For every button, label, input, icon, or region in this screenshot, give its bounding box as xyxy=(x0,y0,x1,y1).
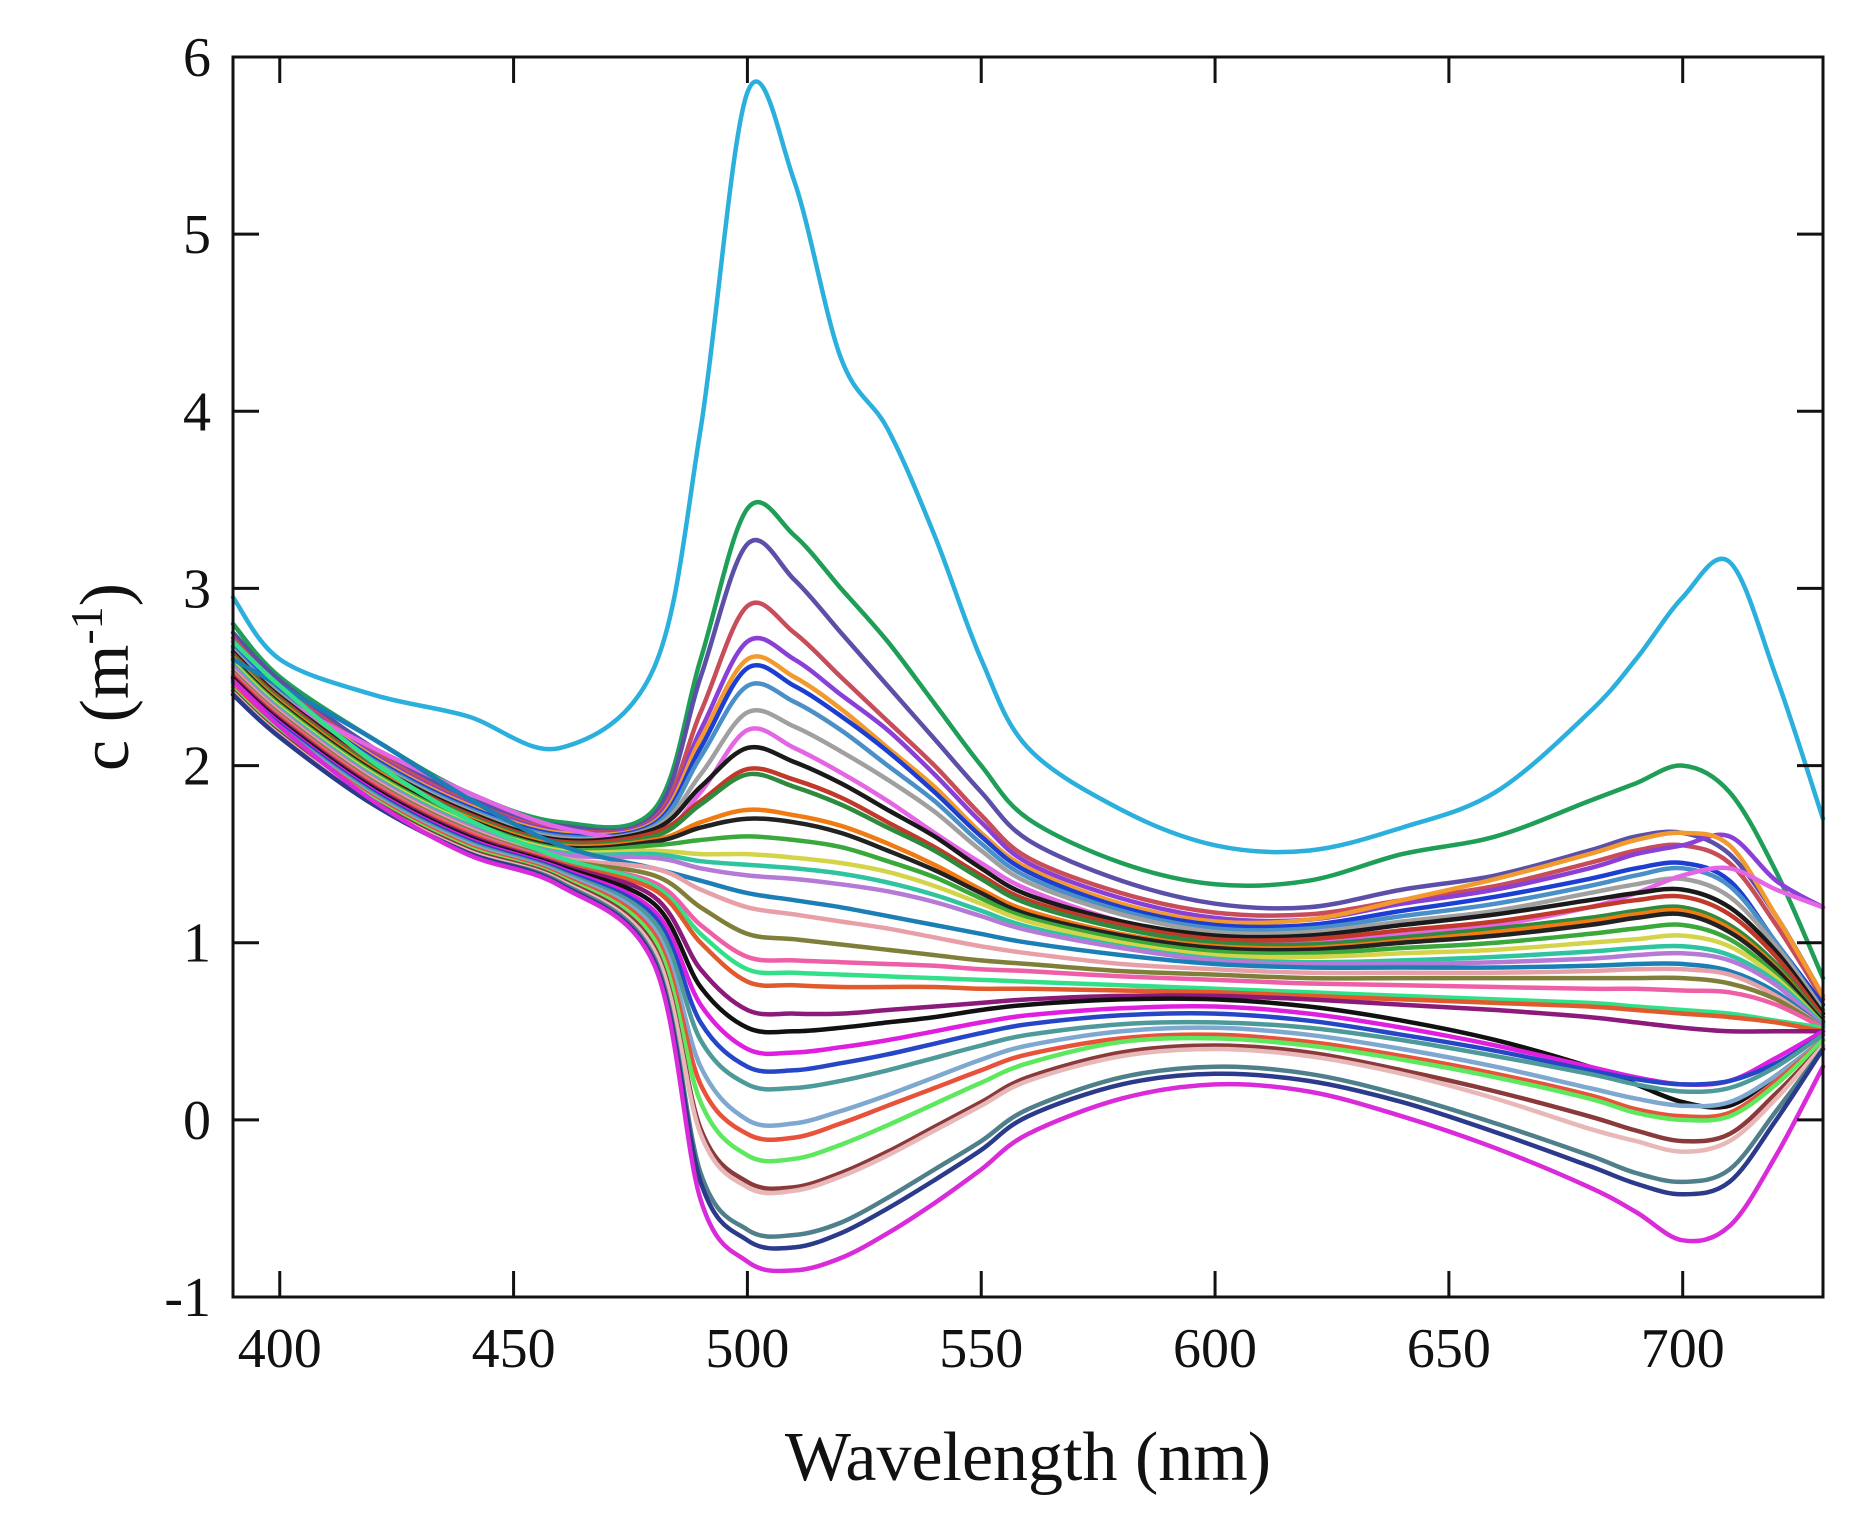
y-tick-label--1: -1 xyxy=(164,1267,211,1329)
tick-label-layer: 400 450 500 550 600 650 700 -1 0 1 2 3 4 5 6 xyxy=(164,27,1724,1380)
y-tick-label-2: 2 xyxy=(183,736,211,798)
tick-layer xyxy=(233,55,1823,1299)
plot-frame xyxy=(231,55,1825,1299)
series-line-24 xyxy=(230,639,1826,1030)
y-axis-title-superscript: -1 xyxy=(61,606,112,644)
y-axis-title-suffix: ) xyxy=(67,583,144,606)
y-tick-label-3: 3 xyxy=(183,558,211,620)
y-tick-label-4: 4 xyxy=(183,381,211,443)
series-line-2 xyxy=(230,500,1826,981)
x-tick-label-600: 600 xyxy=(1173,1318,1257,1380)
x-tick-label-400: 400 xyxy=(238,1318,322,1380)
y-tick-label-1: 1 xyxy=(183,913,211,975)
x-tick-label-450: 450 xyxy=(472,1318,556,1380)
y-axis-title-prefix: c (m xyxy=(67,645,144,771)
y-tick-label-5: 5 xyxy=(183,204,211,266)
y-tick-label-6: 6 xyxy=(183,27,211,89)
series-line-38 xyxy=(230,678,1826,1274)
series-line-1 xyxy=(230,79,1826,855)
x-tick-label-700: 700 xyxy=(1641,1318,1725,1380)
x-tick-label-550: 550 xyxy=(939,1318,1023,1380)
y-axis-title: c (m-1) xyxy=(61,583,144,771)
series-layer xyxy=(230,79,1826,1274)
x-axis-title: Wavelength (nm) xyxy=(785,1419,1271,1496)
series-line-20 xyxy=(230,657,1826,1030)
y-tick-label-0: 0 xyxy=(183,1090,211,1152)
series-line-10 xyxy=(230,665,1826,946)
x-tick-label-650: 650 xyxy=(1407,1318,1491,1380)
x-tick-label-500: 500 xyxy=(705,1318,789,1380)
